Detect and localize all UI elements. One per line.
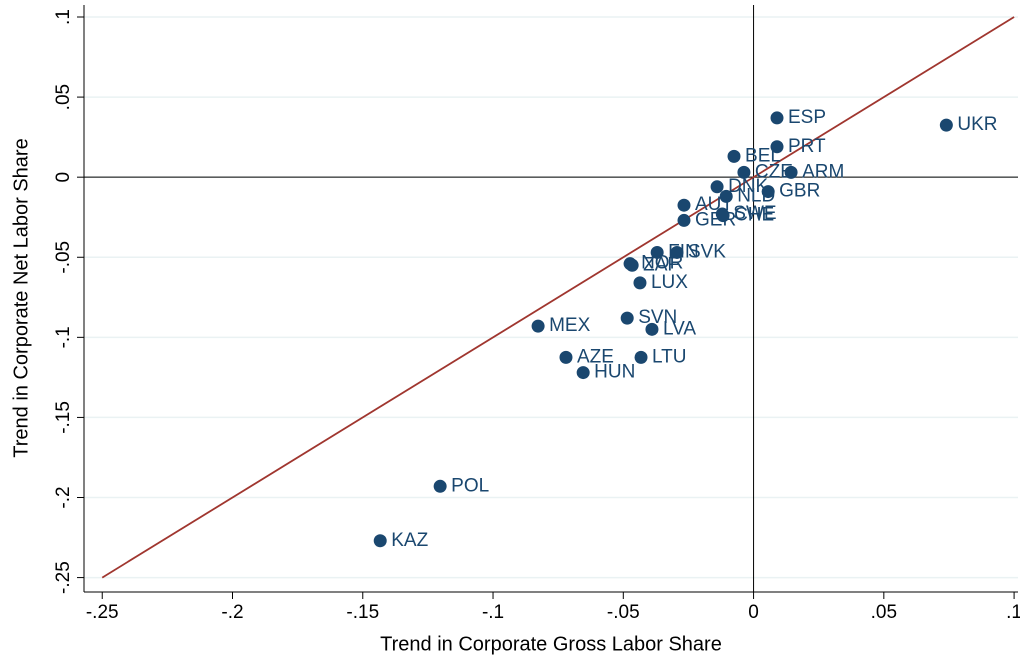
x-tick-label: -.2 bbox=[221, 602, 243, 623]
point-label: HUN bbox=[594, 362, 635, 383]
point bbox=[719, 189, 733, 203]
point bbox=[677, 213, 691, 227]
y-tick-label: -.25 bbox=[53, 561, 74, 594]
point-label: SWE bbox=[733, 203, 776, 224]
plot-area bbox=[84, 5, 1018, 592]
point bbox=[645, 322, 659, 336]
diagonal-line bbox=[101, 16, 1015, 579]
point-label: LUX bbox=[651, 272, 688, 293]
y-tick-label: -.2 bbox=[53, 486, 74, 508]
point bbox=[531, 319, 545, 333]
point-label: UKR bbox=[957, 114, 997, 135]
point bbox=[670, 245, 684, 259]
y-axis-title: Trend in Corporate Net Labor Share bbox=[10, 138, 32, 457]
point bbox=[625, 258, 639, 272]
x-tick-label: .1 bbox=[1006, 602, 1020, 623]
point-label: AZE bbox=[577, 346, 614, 367]
x-tick-label: -.1 bbox=[482, 602, 504, 623]
point-label: BEL bbox=[745, 145, 781, 166]
point-label: GBR bbox=[779, 181, 820, 202]
point bbox=[716, 209, 730, 223]
point-label: POL bbox=[451, 475, 489, 496]
y-tick-label: -.05 bbox=[53, 241, 74, 274]
point bbox=[373, 534, 387, 548]
point-label: DNK bbox=[728, 176, 768, 197]
point bbox=[559, 350, 573, 364]
x-tick-label: -.15 bbox=[346, 602, 379, 623]
point bbox=[576, 366, 590, 380]
point-label: NLD bbox=[737, 185, 775, 206]
point bbox=[770, 111, 784, 125]
x-tick-label: .05 bbox=[871, 602, 897, 623]
point bbox=[761, 185, 775, 199]
point-label: NOR bbox=[641, 253, 683, 274]
x-tick-label: -.05 bbox=[607, 602, 640, 623]
point-label: CZE bbox=[755, 161, 793, 182]
point bbox=[650, 245, 664, 259]
point bbox=[634, 350, 648, 364]
point-label: ESP bbox=[788, 107, 826, 128]
point bbox=[770, 140, 784, 154]
y-tick-label: 0 bbox=[53, 172, 74, 183]
point bbox=[939, 118, 953, 132]
y-tick-label: .1 bbox=[53, 9, 74, 25]
point-label: ZAF bbox=[643, 254, 679, 275]
point-label: KAZ bbox=[391, 530, 428, 551]
point bbox=[710, 180, 724, 194]
point-label: SVN bbox=[638, 307, 677, 328]
point-label: CHE bbox=[734, 205, 774, 226]
point-label: LTU bbox=[652, 346, 686, 367]
y-tick-label: -.1 bbox=[53, 326, 74, 348]
point bbox=[633, 276, 647, 290]
x-tick-label: 0 bbox=[748, 602, 759, 623]
y-tick-label: -.15 bbox=[53, 401, 74, 434]
point-label: GER bbox=[695, 209, 736, 230]
point-label: MEX bbox=[549, 315, 591, 336]
y-tick-label: .05 bbox=[53, 84, 74, 110]
point bbox=[677, 198, 691, 212]
point-label: LVA bbox=[663, 318, 696, 339]
x-axis-title: Trend in Corporate Gross Labor Share bbox=[380, 633, 722, 655]
point bbox=[727, 149, 741, 163]
point bbox=[620, 311, 634, 325]
point bbox=[433, 479, 447, 493]
point bbox=[784, 165, 798, 179]
x-tick-label: -.25 bbox=[86, 602, 119, 623]
point bbox=[737, 165, 751, 179]
point-label: SVK bbox=[688, 241, 726, 262]
point-label: PRT bbox=[788, 136, 826, 157]
point-label: ARM bbox=[802, 161, 844, 182]
